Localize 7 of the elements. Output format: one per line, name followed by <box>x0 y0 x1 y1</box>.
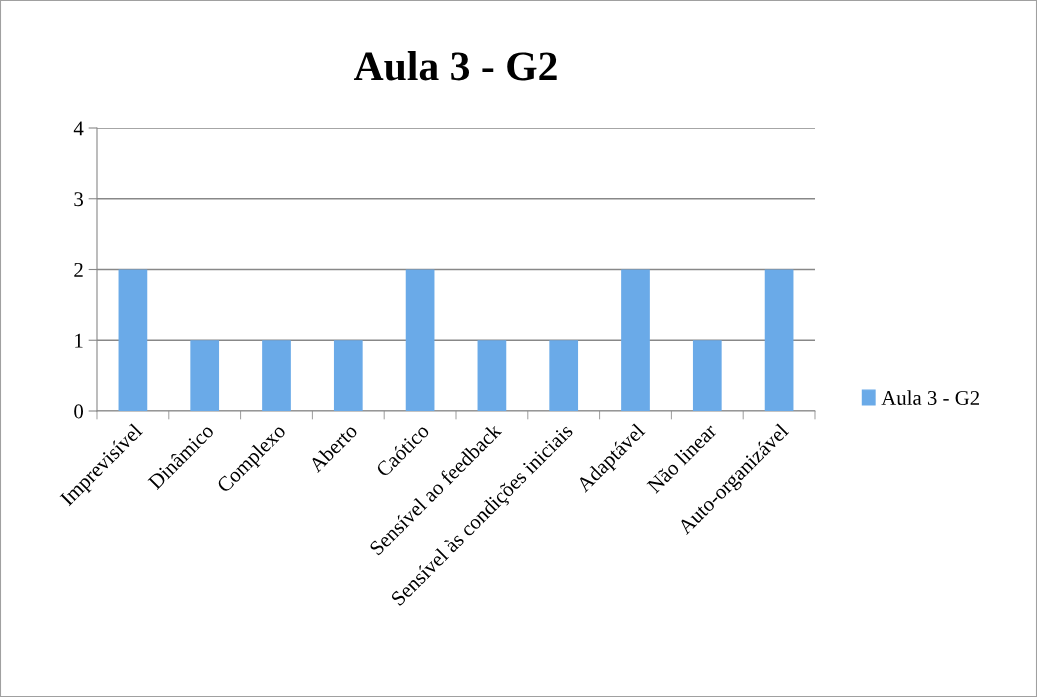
legend-label: Aula 3 - G2 <box>881 390 980 405</box>
y-tick-label: 4 <box>73 121 84 136</box>
y-tick-label: 1 <box>75 333 83 348</box>
y-tick-label: 2 <box>74 262 83 277</box>
y-tick-label: 3 <box>74 192 83 207</box>
chart-title: Aula 3 - G2 <box>353 51 557 81</box>
y-tick-label: 0 <box>74 404 84 419</box>
